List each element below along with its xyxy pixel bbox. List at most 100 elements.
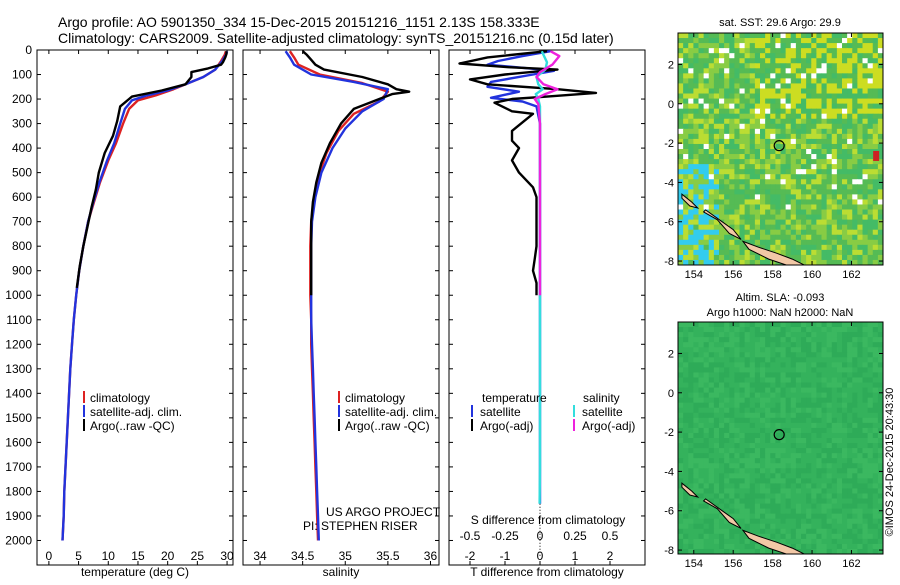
map-cell [765,347,771,353]
map-cell [816,528,823,535]
map-cell [811,154,817,160]
map-cell [739,234,746,241]
map-cell [698,372,705,379]
map-cell [867,154,874,160]
map-cell [703,337,710,343]
map-cell [872,194,879,201]
map-cell [703,98,710,105]
map-cell [678,498,684,505]
map-cell [754,103,761,110]
map-cell [754,362,761,368]
map-cell [765,402,771,409]
map-cell [729,362,735,368]
map-cell [872,367,879,374]
map-cell [862,254,869,261]
legend-label-climatology: climatology [90,391,150,405]
map-cell [836,392,843,399]
map-cell [836,189,843,195]
map-cell [811,234,817,241]
map-cell [842,387,848,394]
map-cell [739,83,746,90]
map-cell [703,83,710,90]
map-cell [754,402,761,409]
map-cell [857,108,864,115]
map-cell [842,214,848,221]
map-cell [678,448,684,454]
map-cell [785,214,792,221]
map-cell [816,322,823,328]
map-cell [708,214,715,221]
map-cell [729,154,735,160]
map-cell [739,342,746,348]
map-cell [867,174,874,180]
map-cell [785,154,792,160]
map-cell [765,68,771,74]
map-cell [847,468,853,474]
map-cell [816,138,823,145]
map-cell [842,337,848,343]
map-cell [734,83,741,90]
map-cell [719,443,725,449]
map-cell [749,133,756,140]
map-cell [760,342,766,348]
map-cell [790,498,797,505]
map-cell [765,98,771,105]
map-cell [836,63,843,69]
map-cell [831,337,838,343]
map-cell [744,108,751,115]
map-cell [877,48,883,54]
map-cell [775,164,782,170]
map-cell [877,528,883,535]
map-cell [693,123,700,130]
map-cell [749,239,756,246]
map-cell [801,254,807,261]
map-cell [708,149,715,155]
s-diff-tick-label: -0.25 [491,529,519,543]
map-cell [842,33,848,39]
map-cell [703,133,710,140]
map-cell [872,412,879,419]
map-cell [852,402,858,409]
map-cell [785,518,792,525]
map-cell [847,538,853,545]
map-cell [811,513,817,520]
map-cell [775,392,782,399]
map-cell [765,332,771,338]
map-cell [719,214,725,221]
map-cell [775,43,782,49]
map-cell [842,402,848,409]
map-cell [836,473,843,479]
map-cell [760,78,766,85]
map-cell [754,209,761,216]
map-cell [775,189,782,195]
map-cell [678,483,684,490]
map-cell [877,133,883,140]
map-cell [703,448,710,454]
map-cell [775,184,782,190]
map-cell [724,244,730,251]
map-cell [842,259,848,265]
map-cell [816,189,823,195]
map-cell [801,448,807,454]
map-cell [872,407,879,414]
map-cell [693,184,700,190]
map-cell [842,88,848,95]
map-cell [688,322,694,328]
map-cell [872,98,879,105]
map-cell [693,98,700,105]
map-cell [811,149,817,155]
map-cell [708,194,715,201]
map-cell [693,219,700,226]
map-cell [801,327,807,333]
map-cell [703,548,710,554]
map-cell [790,478,797,484]
map-cell [703,362,710,368]
map-cell [826,533,833,540]
map-cell [877,194,883,201]
map-cell [739,523,746,530]
map-cell [842,254,848,261]
map-cell [688,204,694,211]
map-cell [826,453,833,459]
map-cell [698,483,705,490]
map-cell [698,48,705,54]
